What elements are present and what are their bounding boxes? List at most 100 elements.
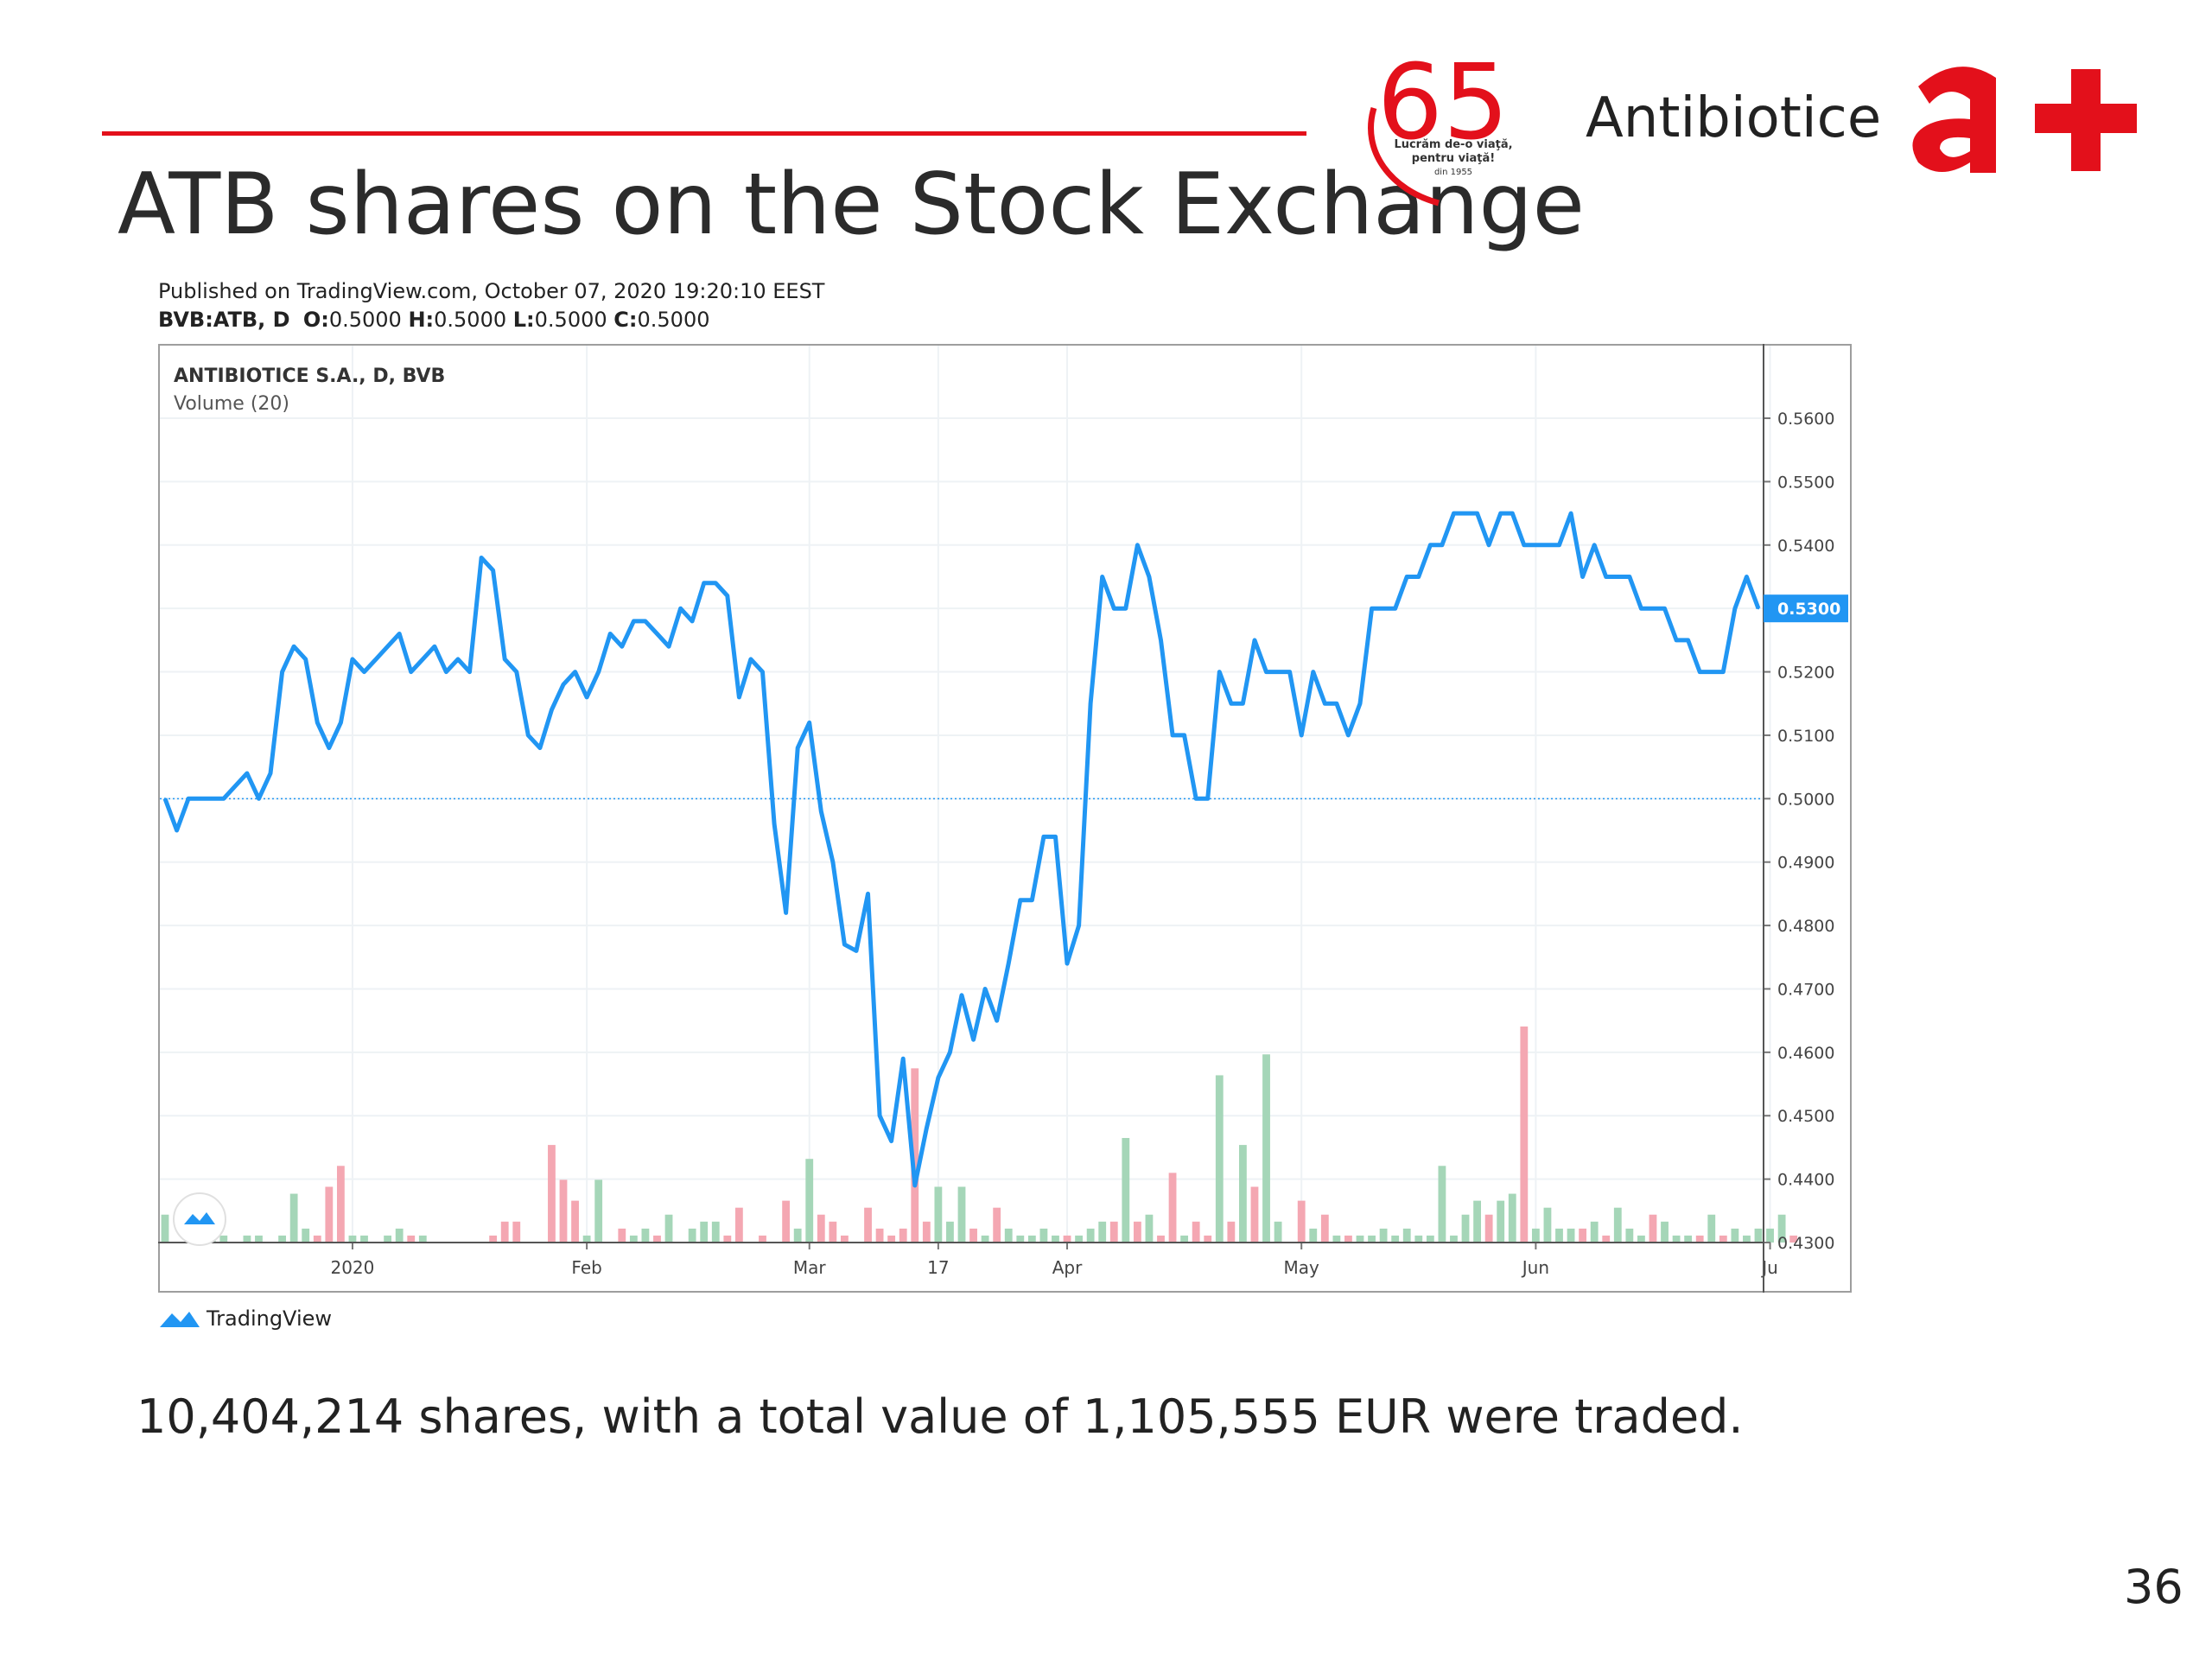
price-point [527, 734, 530, 737]
volume-bar [1204, 1235, 1212, 1243]
x-tick-label: Jun [1521, 1257, 1549, 1278]
price-point [1194, 798, 1198, 800]
price-point [1358, 702, 1362, 705]
price-point [292, 645, 296, 648]
low-value: 0.5000 [534, 308, 607, 332]
volume-bar [946, 1221, 954, 1243]
last-price-badge [1764, 594, 1848, 623]
price-point [257, 798, 260, 800]
price-point [1007, 962, 1010, 965]
volume-bar [1098, 1221, 1107, 1243]
price-point [327, 747, 331, 749]
price-point [1347, 734, 1350, 737]
price-point [422, 658, 424, 661]
price-point [1312, 671, 1314, 673]
volume-bar [618, 1228, 626, 1243]
volume-bar [734, 1207, 743, 1243]
volume-bar [1109, 1221, 1118, 1243]
price-point [1710, 671, 1713, 673]
price-point [281, 671, 283, 673]
price-point [679, 607, 682, 610]
y-tick-label: 0.5000 [1777, 790, 1834, 809]
price-point [878, 1115, 881, 1117]
volume-bar [981, 1235, 989, 1243]
price-point [492, 569, 494, 572]
volume-bar [1484, 1214, 1493, 1243]
price-point [1440, 543, 1444, 546]
volume-bar [395, 1228, 404, 1243]
price-point [163, 798, 167, 800]
y-tick-label: 0.4600 [1777, 1044, 1834, 1063]
price-point [1522, 543, 1526, 546]
price-point [656, 632, 658, 635]
volume-bar [325, 1186, 334, 1243]
x-tick-label: 2020 [330, 1257, 374, 1278]
volume-bar [829, 1221, 837, 1243]
volume-bar [1052, 1235, 1059, 1243]
price-point [1511, 512, 1514, 515]
price-point [1335, 702, 1338, 705]
volume-bar [1426, 1235, 1434, 1243]
volume-bar [559, 1179, 568, 1243]
volume-bar [1473, 1200, 1481, 1243]
volume-bar [1637, 1235, 1645, 1243]
anniversary-slogan-2: pentru viaţă! [1412, 152, 1495, 165]
price-point [1394, 607, 1396, 610]
price-point [304, 658, 307, 661]
price-line-group [160, 511, 1764, 1188]
y-tick-label: 0.4700 [1777, 980, 1834, 999]
volume-bar [1625, 1228, 1634, 1243]
volume-bar [1262, 1054, 1270, 1243]
volume-bar [1027, 1235, 1036, 1243]
volume-bar [1461, 1214, 1470, 1243]
volume-bar [489, 1235, 498, 1243]
volume-bar [1661, 1221, 1669, 1243]
volume-bar [243, 1235, 251, 1243]
close-label: C: [613, 308, 638, 332]
y-tick-label: 0.4800 [1777, 917, 1834, 936]
price-point [175, 829, 178, 832]
tradingview-footer-label: TradingView [207, 1306, 333, 1331]
volume-bar [1250, 1186, 1259, 1243]
price-point [1370, 607, 1373, 610]
anniversary-number: 65 [1377, 48, 1510, 163]
price-point [480, 556, 483, 559]
volume-bar [805, 1159, 814, 1243]
volume-bar [957, 1186, 966, 1243]
volume-bar [1379, 1228, 1388, 1243]
trading-summary: 10,404,214 shares, with a total value of… [137, 1389, 1744, 1444]
volume-bar [1063, 1235, 1071, 1243]
volume-bar [1391, 1235, 1400, 1243]
volume-bar [1402, 1228, 1411, 1243]
close-value: 0.5000 [637, 308, 710, 332]
page-title: ATB shares on the Stock Exchange [118, 156, 1585, 254]
volume-bar [1332, 1235, 1341, 1243]
price-point [949, 1051, 951, 1054]
tradingview-logo-icon [160, 1312, 200, 1327]
y-tick-label: 0.5600 [1777, 410, 1834, 429]
price-point [1617, 575, 1619, 578]
volume-bar [1157, 1235, 1165, 1243]
volume-bar [629, 1235, 638, 1243]
y-tick-label: 0.4500 [1777, 1107, 1834, 1126]
price-point [1628, 575, 1631, 578]
tradingview-footer[interactable]: TradingView [158, 1306, 332, 1331]
volume-bar [1695, 1235, 1704, 1243]
volume-bar [1649, 1214, 1657, 1243]
price-point [1265, 671, 1268, 673]
volume-bar [887, 1235, 896, 1243]
price-chart[interactable]: 0.5600 0.5500 0.5400 0.5300 0.5200 0.5100 0.50… [158, 344, 1852, 1293]
price-point [1113, 607, 1116, 610]
volume-bar [1004, 1228, 1013, 1243]
volume-bar [548, 1145, 556, 1243]
volume-bar [1719, 1235, 1727, 1243]
volume-bar [1274, 1221, 1282, 1243]
price-point [1171, 734, 1174, 737]
y-tick-label: 0.5200 [1777, 664, 1834, 683]
chart-frame [158, 344, 1852, 1293]
volume-bar [1368, 1235, 1376, 1243]
volume-bar [1531, 1228, 1540, 1243]
high-label: H: [408, 308, 435, 332]
price-point [855, 950, 858, 952]
price-point [1417, 575, 1420, 578]
